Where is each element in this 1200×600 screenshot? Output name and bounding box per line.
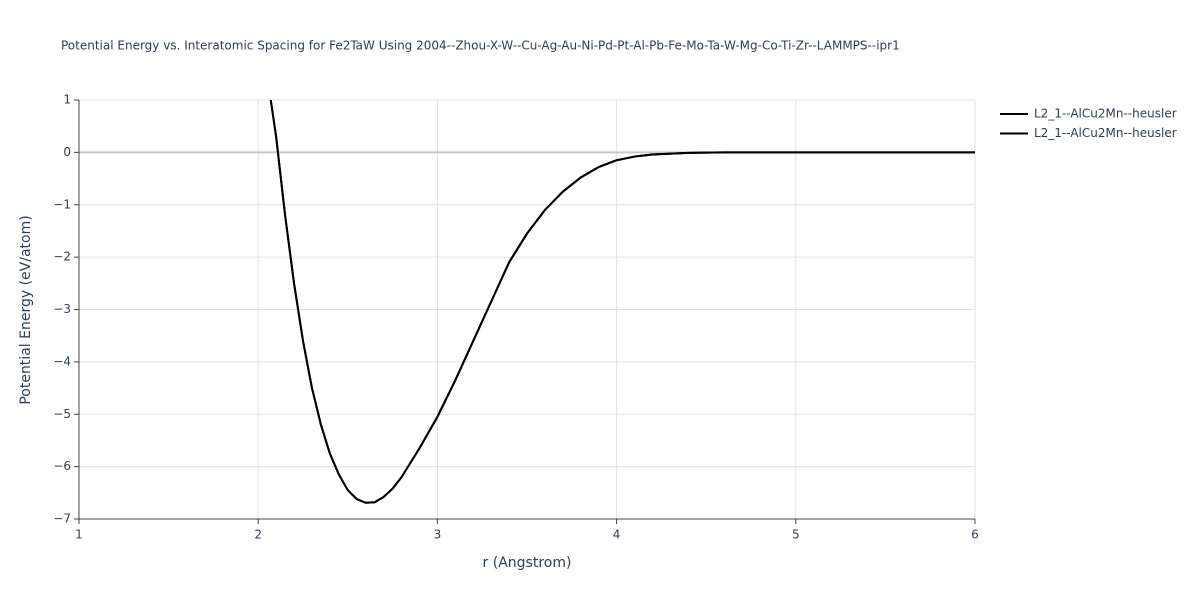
y-tick-label: −6 [53, 459, 71, 473]
x-tick-label: 5 [792, 528, 800, 542]
chart-title: Potential Energy vs. Interatomic Spacing… [61, 39, 900, 53]
x-tick-label: 3 [434, 528, 442, 542]
y-tick-label: −4 [53, 354, 71, 368]
legend-label: L2_1--AlCu2Mn--heusler [1034, 107, 1177, 121]
y-tick-label: −7 [53, 512, 71, 526]
x-tick-label: 1 [75, 528, 83, 542]
legend-label: L2_1--AlCu2Mn--heusler [1034, 126, 1177, 140]
y-tick-label: −3 [53, 302, 71, 316]
y-tick-label: 1 [63, 93, 71, 107]
y-tick-label: −2 [53, 250, 71, 264]
x-tick-label: 2 [254, 528, 262, 542]
y-axis-label: Potential Energy (eV/atom) [18, 215, 34, 404]
line [269, 99, 975, 504]
x-axis-label: r (Angstrom) [483, 555, 572, 571]
x-tick-label: 6 [971, 528, 979, 542]
y-tick-label: 0 [63, 145, 71, 159]
y-tick-label: −5 [53, 407, 71, 421]
line [269, 99, 975, 504]
y-tick-label: −1 [53, 197, 71, 211]
x-tick-label: 4 [613, 528, 621, 542]
